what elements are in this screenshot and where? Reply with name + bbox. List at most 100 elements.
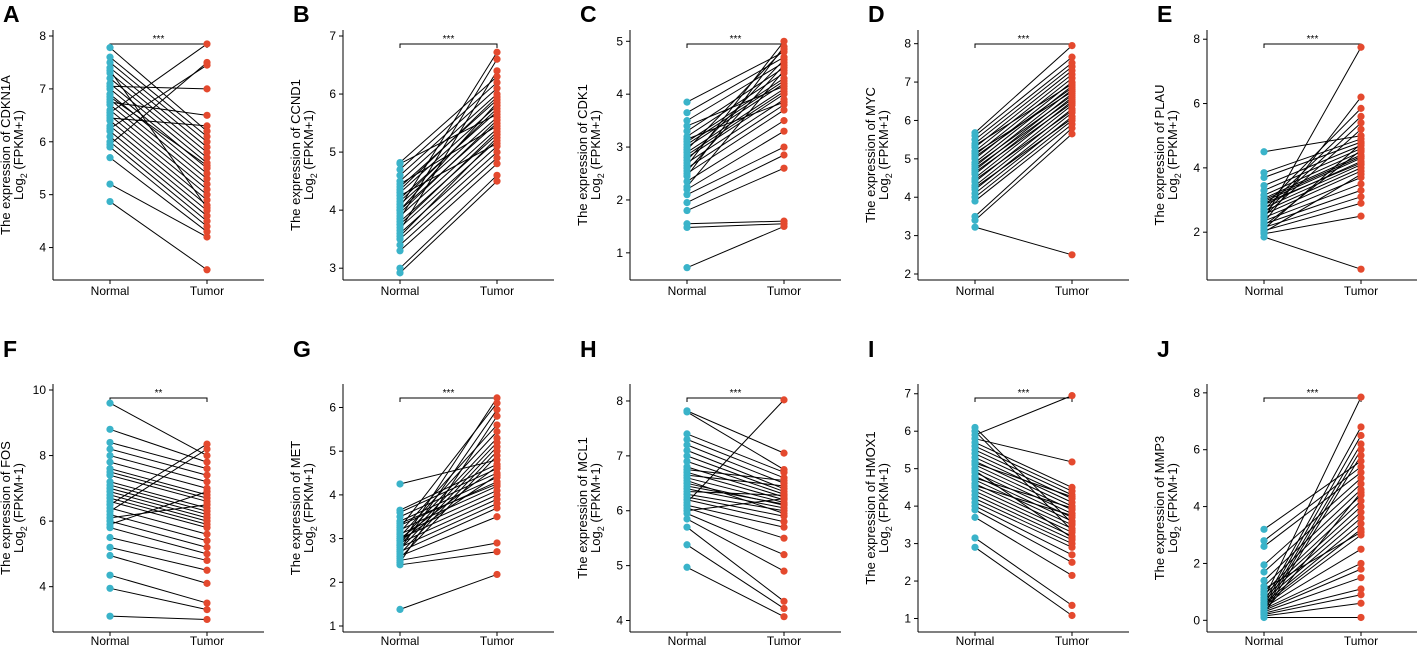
pair-line bbox=[1263, 215, 1362, 235]
pair-line bbox=[109, 587, 208, 611]
y-tick-label: 4 bbox=[39, 580, 46, 594]
tumor-point bbox=[203, 471, 211, 479]
tumor-point bbox=[203, 451, 211, 460]
normal-point bbox=[1260, 585, 1268, 593]
pair-line bbox=[109, 500, 208, 529]
normal-point bbox=[106, 584, 114, 592]
pair-line bbox=[399, 116, 498, 205]
pair-line bbox=[399, 163, 498, 252]
unit-log: Log bbox=[588, 178, 603, 200]
normal-point bbox=[396, 186, 404, 194]
tumor-point bbox=[1068, 80, 1076, 88]
pair-line bbox=[399, 446, 498, 550]
pair-line bbox=[399, 93, 498, 182]
pair-line bbox=[109, 136, 208, 217]
tumor-point bbox=[1357, 132, 1365, 140]
x-category-label: Normal bbox=[381, 634, 420, 647]
pair-line bbox=[686, 498, 785, 512]
pair-line bbox=[974, 85, 1073, 164]
tumor-point bbox=[493, 84, 501, 92]
tumor-point bbox=[493, 133, 501, 142]
pair-line bbox=[399, 113, 498, 165]
pair-line bbox=[974, 102, 1073, 173]
pair-line bbox=[1263, 426, 1362, 603]
tumor-point bbox=[1357, 574, 1365, 582]
pair-line bbox=[974, 89, 1073, 167]
normal-point bbox=[683, 407, 691, 415]
pair-line bbox=[1263, 149, 1362, 227]
pair-line bbox=[974, 441, 1073, 488]
pair-line bbox=[109, 96, 208, 166]
tumor-point bbox=[1068, 519, 1076, 527]
normal-point bbox=[396, 180, 404, 188]
tumor-point bbox=[1357, 565, 1365, 573]
tumor-point bbox=[1357, 212, 1365, 220]
significance-label: *** bbox=[1307, 34, 1319, 45]
pair-line bbox=[974, 395, 1073, 436]
normal-point bbox=[396, 197, 404, 206]
pair-line bbox=[109, 85, 208, 90]
tumor-point bbox=[493, 406, 501, 414]
y-tick-label: 4 bbox=[39, 241, 46, 255]
panel-letter: I bbox=[868, 336, 874, 362]
normal-point bbox=[683, 183, 691, 191]
pair-line bbox=[686, 104, 785, 169]
tumor-point bbox=[493, 513, 501, 521]
pair-line bbox=[974, 427, 1073, 524]
pair-line bbox=[399, 472, 498, 518]
tumor-point bbox=[1357, 265, 1365, 273]
tumor-point bbox=[203, 204, 211, 212]
tumor-point bbox=[780, 396, 788, 404]
tumor-point bbox=[780, 551, 788, 559]
pair-line bbox=[974, 62, 1073, 141]
tumor-point bbox=[780, 500, 788, 508]
pair-line bbox=[686, 411, 785, 471]
pair-line bbox=[109, 491, 208, 525]
y-tick-label: 7 bbox=[904, 75, 911, 89]
x-category-label: Tumor bbox=[480, 284, 514, 298]
pair-line bbox=[1263, 588, 1362, 614]
significance-label: *** bbox=[730, 34, 742, 45]
tumor-point bbox=[1357, 153, 1365, 161]
normal-point bbox=[1260, 542, 1268, 550]
pair-line bbox=[399, 442, 498, 546]
pair-line bbox=[399, 507, 498, 553]
normal-point bbox=[106, 543, 114, 551]
unit-log-base: 2 bbox=[19, 526, 29, 531]
x-category-label: Tumor bbox=[767, 284, 801, 298]
pair-line bbox=[109, 443, 208, 506]
pair-line bbox=[974, 498, 1073, 545]
normal-point bbox=[106, 74, 114, 82]
normal-point bbox=[971, 184, 979, 192]
normal-point bbox=[106, 124, 114, 133]
pair-line bbox=[974, 505, 1073, 556]
normal-point bbox=[106, 451, 114, 460]
tumor-point bbox=[203, 143, 211, 151]
tumor-point bbox=[1068, 114, 1076, 123]
normal-point bbox=[106, 612, 114, 620]
pair-line bbox=[109, 157, 208, 233]
pair-line bbox=[1263, 96, 1362, 223]
tumor-point bbox=[1357, 104, 1365, 112]
pair-line bbox=[974, 95, 1073, 166]
normal-point bbox=[106, 180, 114, 188]
normal-point bbox=[106, 501, 114, 509]
tumor-point bbox=[493, 399, 501, 407]
tumor-point bbox=[1068, 53, 1076, 61]
normal-point bbox=[106, 114, 114, 122]
pair-line bbox=[974, 468, 1073, 515]
normal-point bbox=[1260, 561, 1268, 569]
normal-point bbox=[683, 452, 691, 460]
y-tick-label: 3 bbox=[329, 532, 336, 546]
pair-line bbox=[686, 109, 785, 174]
unit-log: Log bbox=[301, 531, 316, 553]
pair-line bbox=[109, 520, 208, 548]
y-tick-label: 8 bbox=[39, 29, 46, 43]
normal-point bbox=[683, 220, 691, 228]
pair-line bbox=[399, 551, 498, 566]
pair-line bbox=[974, 83, 1073, 146]
normal-point bbox=[971, 474, 979, 482]
pair-line bbox=[1263, 170, 1362, 215]
